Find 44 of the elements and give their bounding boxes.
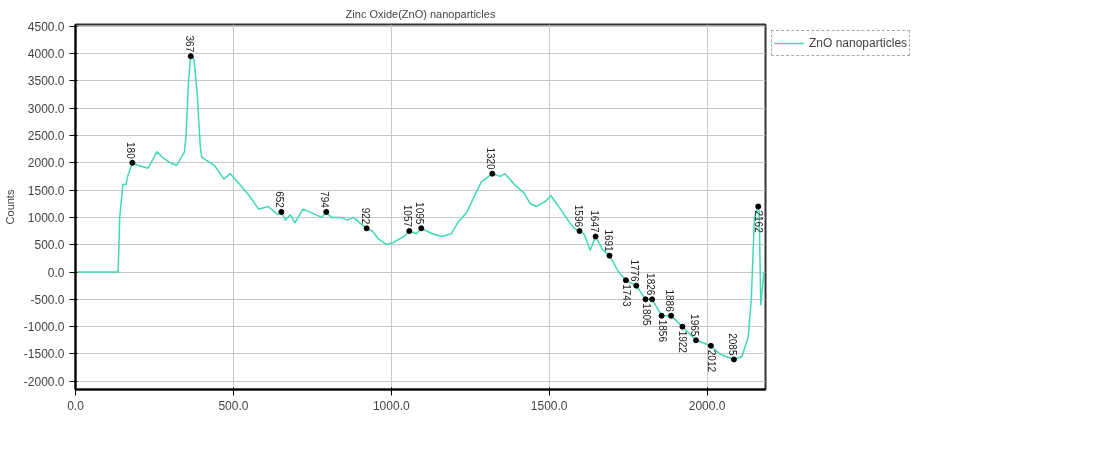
annotation: 1691 [602,229,614,253]
annotation: 1095 [414,202,426,225]
y-tick-label: 3500.0 [27,74,65,89]
y-tick-label: 4000.0 [27,46,65,61]
annotation: 2162 [753,210,765,234]
annotation: 794 [319,191,331,209]
y-tick-label: -2000.0 [23,374,65,389]
annotation: 2085 [726,333,738,356]
y-tick-label: 4500.0 [27,19,65,34]
y-tick-label: -500.0 [30,292,65,307]
y-tick-label: -1500.0 [23,347,65,362]
annotation: 1057 [402,204,414,228]
y-tick-label: 1500.0 [27,183,65,198]
chart-title: Zinc Oxide(ZnO) nanoparticles [345,7,496,20]
y-tick-label: -1000.0 [23,320,65,335]
x-tick-label: 1500.0 [530,398,568,413]
annotation: 1596 [572,204,584,228]
y-tick-label: 500.0 [34,238,65,253]
y-tick-label: 2500.0 [27,128,65,143]
annotation: 1776 [629,259,641,283]
x-tick-label: 0.0 [67,398,85,413]
annotation: 2012 [705,349,717,373]
x-tick-label: 2000.0 [688,398,726,413]
y-axis-title: Counts [3,189,16,225]
annotation: 1647 [588,210,600,233]
annotation: 1320 [485,147,497,171]
annotation: 367 [183,35,195,53]
x-tick-label: 500.0 [218,398,249,413]
annotation: 1922 [677,330,689,354]
y-tick-label: 1000.0 [27,210,65,225]
annotation: 1965 [689,314,701,337]
annotation: 1856 [656,319,668,343]
y-tick-label: 0.0 [47,265,65,280]
annotation: 1886 [664,289,676,313]
y-tick-label: 3000.0 [27,101,65,116]
annotation: 1826 [645,273,657,296]
annotation: 1743 [620,284,632,307]
x-tick-label: 1000.0 [372,398,410,413]
annotation: 922 [359,207,371,225]
annotation: 1805 [640,303,652,327]
annotation: 652 [274,191,286,209]
legend-label: ZnO nanoparticles [809,36,908,50]
annotation: 180 [125,142,137,160]
y-tick-label: 2000.0 [27,156,65,171]
